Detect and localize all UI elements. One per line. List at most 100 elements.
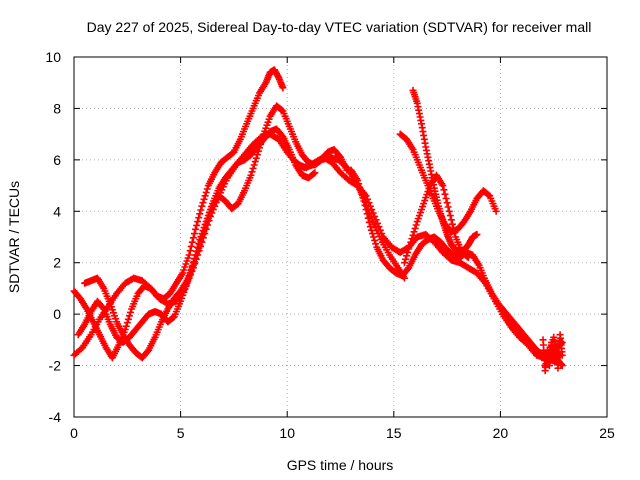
plus-marker bbox=[123, 319, 131, 327]
plus-marker bbox=[449, 224, 457, 232]
plus-marker bbox=[441, 190, 449, 198]
plus-marker bbox=[202, 188, 210, 196]
plus-marker bbox=[443, 199, 451, 207]
plus-marker bbox=[185, 251, 193, 259]
plus-marker bbox=[354, 176, 362, 184]
y-tick-label: 6 bbox=[53, 152, 61, 168]
series-track-j bbox=[539, 331, 566, 375]
plus-marker bbox=[192, 251, 200, 259]
plus-marker bbox=[440, 186, 448, 194]
plus-marker bbox=[359, 194, 367, 202]
plus-marker bbox=[99, 304, 107, 312]
plus-marker bbox=[445, 207, 453, 215]
plus-marker bbox=[400, 259, 408, 267]
plus-marker bbox=[187, 242, 195, 250]
grid-lines bbox=[74, 57, 607, 417]
x-tick-label: 25 bbox=[599, 425, 615, 441]
plus-marker bbox=[406, 242, 414, 250]
plus-marker bbox=[187, 266, 195, 274]
chart-title: Day 227 of 2025, Sidereal Day-to-day VTE… bbox=[87, 19, 592, 35]
plus-marker bbox=[193, 247, 201, 255]
x-tick-label: 5 bbox=[177, 425, 185, 441]
plus-marker bbox=[444, 203, 452, 211]
plus-marker bbox=[310, 170, 318, 178]
plus-marker bbox=[439, 182, 447, 190]
plus-marker bbox=[198, 202, 206, 210]
y-tick-label: 10 bbox=[45, 49, 61, 65]
plus-marker bbox=[371, 212, 379, 220]
data-markers bbox=[70, 66, 566, 375]
plus-marker bbox=[442, 194, 450, 202]
plus-marker bbox=[355, 180, 363, 188]
y-axis-label: SDTVAR / TECUs bbox=[6, 181, 22, 293]
x-tick-label: 20 bbox=[493, 425, 509, 441]
plus-marker bbox=[196, 210, 204, 218]
plus-marker bbox=[190, 255, 198, 263]
plus-marker bbox=[200, 195, 208, 203]
plus-marker bbox=[448, 220, 456, 228]
plus-marker bbox=[365, 199, 373, 207]
axis-ticks bbox=[73, 56, 608, 418]
y-tick-label: -2 bbox=[49, 358, 62, 374]
plus-marker bbox=[186, 247, 194, 255]
y-tick-label: 2 bbox=[53, 255, 61, 271]
plus-marker bbox=[371, 236, 379, 244]
y-tick-label: -4 bbox=[49, 409, 62, 425]
plus-marker bbox=[125, 312, 133, 320]
plus-marker bbox=[122, 322, 130, 330]
plus-marker bbox=[184, 276, 192, 284]
plus-marker bbox=[357, 187, 365, 195]
plus-marker bbox=[368, 230, 376, 238]
plus-marker bbox=[186, 269, 194, 277]
plus-marker bbox=[552, 341, 560, 349]
plus-marker bbox=[366, 202, 374, 210]
plus-marker bbox=[492, 207, 500, 215]
plus-marker bbox=[193, 221, 201, 229]
plus-marker bbox=[447, 216, 455, 224]
plus-marker bbox=[373, 219, 381, 227]
plus-marker bbox=[192, 225, 200, 233]
plus-marker bbox=[253, 151, 261, 159]
plus-marker bbox=[188, 238, 196, 246]
y-tick-label: 4 bbox=[53, 203, 61, 219]
plus-marker bbox=[189, 259, 197, 267]
plus-marker bbox=[370, 233, 378, 241]
plus-marker bbox=[250, 161, 258, 169]
plus-marker bbox=[195, 239, 203, 247]
plus-marker bbox=[203, 185, 211, 193]
plus-marker bbox=[361, 201, 369, 209]
plus-marker bbox=[410, 228, 418, 236]
series-track-i bbox=[400, 171, 472, 267]
plus-marker bbox=[403, 252, 411, 260]
y-tick-labels: -4 -2 0 2 4 6 8 10 bbox=[45, 49, 61, 425]
plus-marker bbox=[362, 206, 370, 214]
x-tick-label: 0 bbox=[70, 425, 78, 441]
plus-marker bbox=[197, 206, 205, 214]
y-tick-label: 8 bbox=[53, 100, 61, 116]
plot-frame bbox=[73, 56, 608, 418]
plus-marker bbox=[405, 245, 413, 253]
plus-marker bbox=[375, 223, 383, 231]
plus-marker bbox=[558, 362, 566, 370]
plus-marker bbox=[188, 262, 196, 270]
plus-marker bbox=[311, 169, 319, 177]
plus-marker bbox=[252, 154, 260, 162]
plus-marker bbox=[124, 315, 132, 323]
plus-marker bbox=[372, 216, 380, 224]
x-tick-label: 15 bbox=[386, 425, 402, 441]
plus-marker bbox=[194, 243, 202, 251]
plus-marker bbox=[365, 218, 373, 226]
plus-marker bbox=[402, 255, 410, 263]
plus-marker bbox=[199, 199, 207, 207]
plus-marker bbox=[451, 229, 459, 237]
y-tick-label: 0 bbox=[53, 306, 61, 322]
plus-marker bbox=[251, 158, 259, 166]
plus-marker bbox=[411, 224, 419, 232]
plus-marker bbox=[404, 248, 412, 256]
x-tick-label: 10 bbox=[279, 425, 295, 441]
plus-marker bbox=[407, 238, 415, 246]
plus-marker bbox=[408, 235, 416, 243]
plus-marker bbox=[378, 230, 386, 238]
